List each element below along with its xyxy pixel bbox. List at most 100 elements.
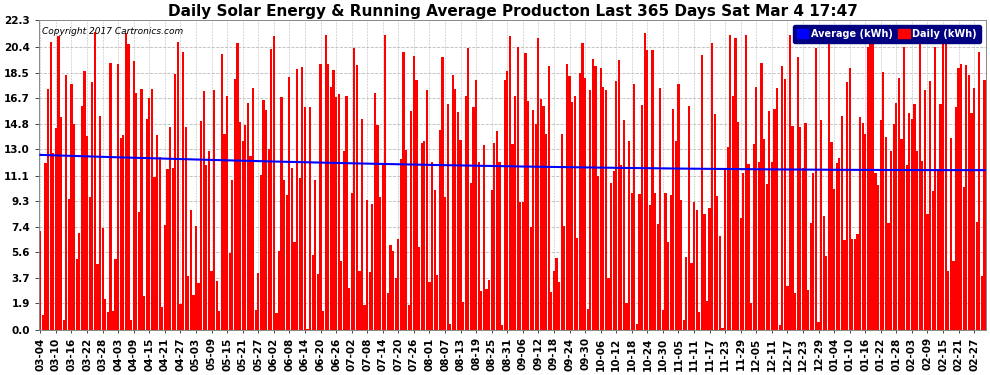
Bar: [363, 305, 365, 330]
Bar: [696, 210, 698, 330]
Bar: [664, 193, 666, 330]
Bar: [275, 313, 277, 330]
Bar: [981, 276, 983, 330]
Bar: [558, 282, 560, 330]
Bar: [613, 171, 615, 330]
Bar: [512, 144, 514, 330]
Bar: [322, 311, 324, 330]
Bar: [563, 226, 565, 330]
Bar: [48, 89, 50, 330]
Bar: [270, 49, 272, 330]
Bar: [877, 185, 879, 330]
Bar: [141, 89, 143, 330]
Bar: [978, 52, 980, 330]
Bar: [872, 40, 874, 330]
Bar: [488, 280, 490, 330]
Bar: [475, 80, 477, 330]
Bar: [112, 311, 114, 330]
Bar: [682, 320, 685, 330]
Bar: [163, 225, 166, 330]
Bar: [304, 107, 306, 330]
Bar: [517, 46, 519, 330]
Bar: [54, 128, 57, 330]
Bar: [459, 140, 461, 330]
Bar: [866, 47, 869, 330]
Bar: [675, 141, 677, 330]
Bar: [470, 183, 472, 330]
Bar: [45, 163, 47, 330]
Bar: [229, 253, 231, 330]
Bar: [366, 200, 368, 330]
Bar: [815, 48, 817, 330]
Bar: [730, 35, 732, 330]
Bar: [91, 82, 93, 330]
Bar: [454, 88, 456, 330]
Bar: [392, 251, 394, 330]
Bar: [314, 180, 317, 330]
Bar: [389, 244, 392, 330]
Bar: [73, 123, 75, 330]
Bar: [639, 194, 641, 330]
Bar: [538, 38, 540, 330]
Bar: [940, 104, 941, 330]
Bar: [431, 162, 434, 330]
Bar: [667, 242, 669, 330]
Bar: [483, 145, 485, 330]
Bar: [714, 114, 716, 330]
Bar: [911, 119, 913, 330]
Bar: [831, 142, 833, 330]
Bar: [776, 88, 778, 330]
Bar: [237, 42, 239, 330]
Bar: [387, 293, 389, 330]
Bar: [192, 296, 194, 330]
Bar: [216, 281, 218, 330]
Bar: [83, 71, 85, 330]
Bar: [467, 48, 469, 330]
Bar: [924, 90, 926, 330]
Bar: [669, 195, 672, 330]
Bar: [338, 94, 340, 330]
Bar: [802, 168, 804, 330]
Bar: [543, 106, 545, 330]
Bar: [861, 123, 863, 330]
Bar: [239, 122, 242, 330]
Bar: [550, 292, 552, 330]
Bar: [200, 120, 202, 330]
Bar: [509, 36, 511, 330]
Bar: [519, 202, 522, 330]
Bar: [765, 184, 768, 330]
Bar: [949, 138, 952, 330]
Bar: [62, 321, 64, 330]
Bar: [941, 35, 944, 330]
Bar: [947, 271, 949, 330]
Bar: [397, 238, 399, 330]
Bar: [851, 238, 853, 330]
Bar: [88, 197, 91, 330]
Bar: [376, 125, 378, 330]
Bar: [856, 234, 858, 330]
Bar: [307, 329, 309, 330]
Bar: [869, 41, 871, 330]
Bar: [903, 46, 905, 330]
Bar: [566, 64, 568, 330]
Bar: [288, 77, 290, 330]
Bar: [573, 96, 576, 330]
Bar: [711, 44, 713, 330]
Bar: [626, 303, 628, 330]
Bar: [586, 309, 589, 330]
Bar: [496, 131, 498, 330]
Bar: [644, 33, 645, 330]
Bar: [732, 96, 734, 330]
Bar: [335, 97, 338, 330]
Bar: [299, 178, 301, 330]
Bar: [146, 119, 148, 330]
Bar: [485, 290, 488, 330]
Bar: [823, 216, 825, 330]
Bar: [130, 320, 133, 330]
Bar: [786, 286, 788, 330]
Bar: [265, 110, 267, 330]
Bar: [797, 57, 799, 330]
Bar: [402, 52, 405, 330]
Bar: [935, 46, 937, 330]
Bar: [755, 87, 757, 330]
